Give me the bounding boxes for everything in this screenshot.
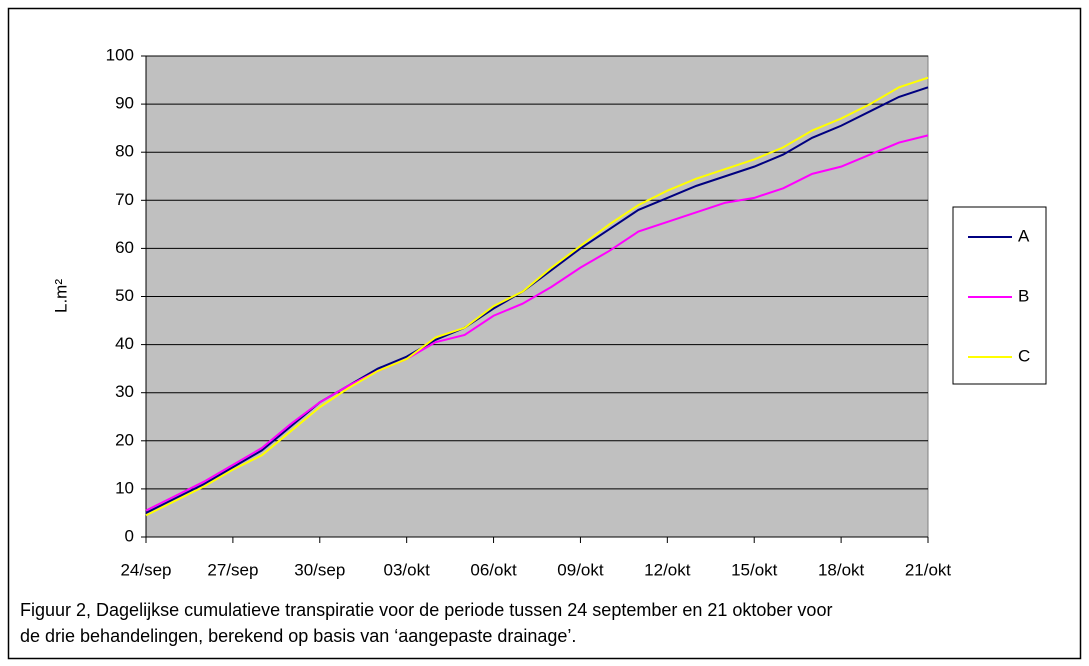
y-tick-label: 20: [115, 430, 134, 449]
caption: de drie behandelingen, berekend op basis…: [20, 626, 576, 646]
x-tick-label: 15/okt: [731, 560, 778, 579]
legend-label: B: [1018, 286, 1029, 305]
y-tick-label: 50: [115, 286, 134, 305]
x-tick-label: 03/okt: [384, 560, 431, 579]
y-tick-label: 40: [115, 334, 134, 353]
y-tick-label: 100: [106, 45, 134, 64]
x-tick-label: 18/okt: [818, 560, 865, 579]
x-tick-label: 09/okt: [557, 560, 604, 579]
x-tick-label: 21/okt: [905, 560, 952, 579]
line-series: [145, 76, 929, 517]
x-tick-label: 30/sep: [294, 560, 345, 579]
y-tick-label: 60: [115, 238, 134, 257]
y-tick-label: 0: [125, 526, 134, 545]
caption: Figuur 2, Dagelijkse cumulatieve transpi…: [20, 600, 832, 620]
y-tick-label: 80: [115, 142, 134, 161]
y-tick-label: 30: [115, 382, 134, 401]
y-tick-label: 90: [115, 94, 134, 113]
legend-label: A: [1018, 226, 1030, 245]
y-tick-label: 70: [115, 190, 134, 209]
y-tick-label: 10: [115, 478, 134, 497]
x-tick-label: 12/okt: [644, 560, 691, 579]
y-axis-label: L.m²: [51, 279, 70, 313]
line-series: [145, 134, 929, 512]
x-tick-label: 06/okt: [470, 560, 517, 579]
x-tick-label: 27/sep: [207, 560, 258, 579]
x-tick-label: 24/sep: [120, 560, 171, 579]
legend-label: C: [1018, 346, 1030, 365]
